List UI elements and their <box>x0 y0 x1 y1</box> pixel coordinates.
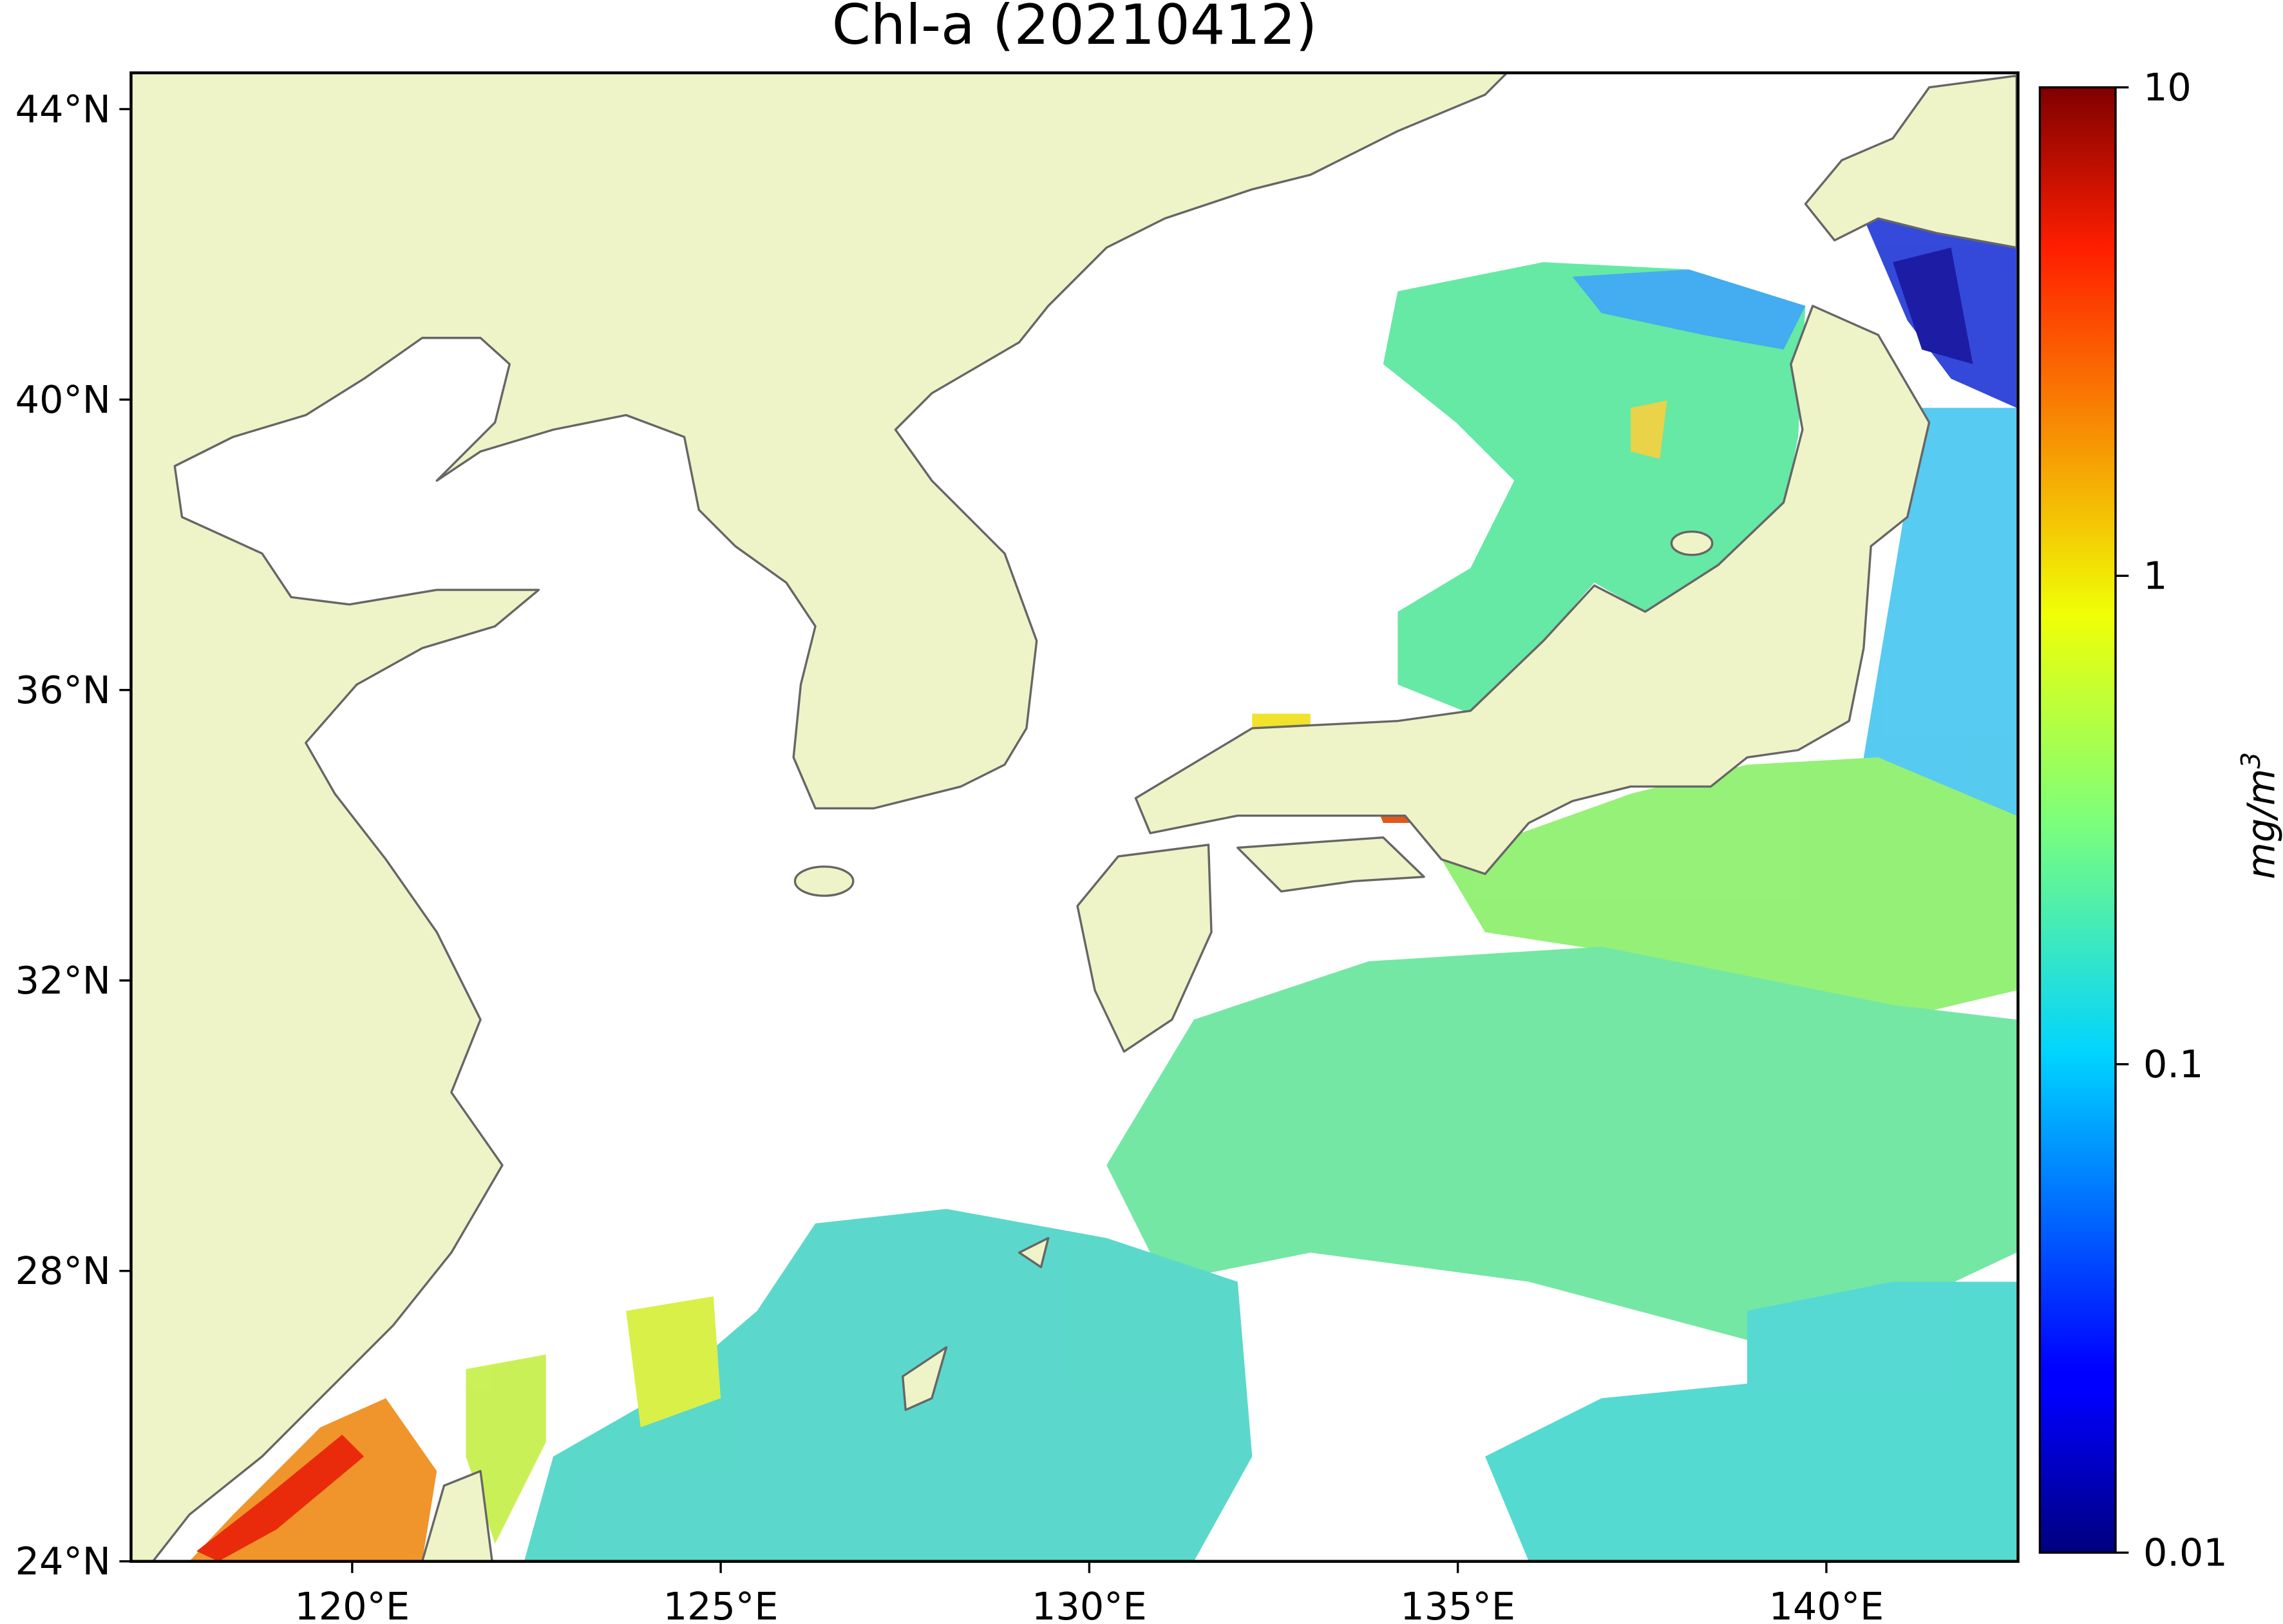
map-frame <box>129 71 2020 1563</box>
x-tick-label: 125°E <box>663 1584 779 1624</box>
y-tick-label: 36°N <box>15 668 111 712</box>
colorbar-label-superscript: 3 <box>2235 752 2266 769</box>
map-area <box>131 73 2018 1562</box>
chlorophyll-layer <box>189 211 2017 1562</box>
colorbar-label-text: mg/m <box>2239 769 2283 880</box>
colorbar <box>2038 86 2117 1554</box>
x-tick-label: 140°E <box>1769 1584 1884 1624</box>
x-tick-label: 130°E <box>1032 1584 1147 1624</box>
land <box>131 73 2018 1562</box>
colorbar-tick-label: 1 <box>2143 554 2167 598</box>
colorbar-tick-label: 10 <box>2143 65 2192 109</box>
y-tick-label: 24°N <box>15 1539 111 1583</box>
y-tick-label: 44°N <box>15 87 111 131</box>
y-tick-label: 28°N <box>15 1249 111 1293</box>
y-tick-label: 32°N <box>15 958 111 1003</box>
colorbar-tick-label: 0.1 <box>2143 1042 2203 1086</box>
x-tick-label: 120°E <box>294 1584 410 1624</box>
x-tick-label: 135°E <box>1400 1584 1515 1624</box>
y-tick-label: 40°N <box>15 377 111 422</box>
map-title: Chl-a (20210412) <box>832 0 1317 57</box>
colorbar-tick-label: 0.01 <box>2143 1531 2228 1575</box>
colorbar-label: mg/m3 <box>2235 752 2283 880</box>
